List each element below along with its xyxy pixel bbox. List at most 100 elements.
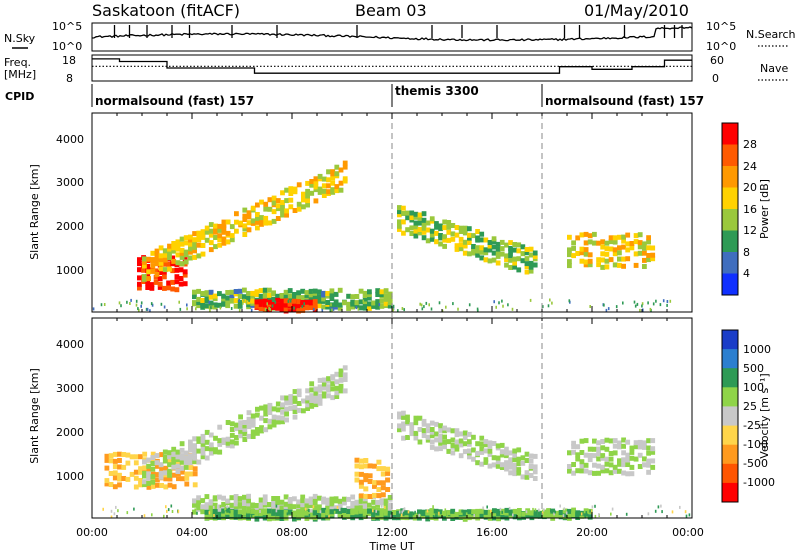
power-echo-cell [383, 293, 389, 299]
velocity-echo-cell [154, 453, 160, 459]
power-echo-cell [587, 239, 593, 245]
velocity-echo-cell [233, 501, 239, 507]
velocity-echo-cell [446, 439, 452, 445]
velocity-echo-cell [516, 467, 522, 473]
velocity-echo-cell [309, 398, 315, 403]
velocity-echo-cell [479, 446, 485, 452]
power-speckle [502, 304, 504, 308]
velocity-echo-cell [133, 484, 139, 490]
velocity-echo-cell [525, 508, 531, 514]
power-echo-cell [405, 210, 410, 216]
power-echo-cell [158, 245, 164, 251]
power-echo-cell [192, 294, 197, 300]
velocity-echo-cell [375, 507, 381, 513]
velocity-echo-cell [342, 499, 347, 505]
power-echo-cell [362, 302, 368, 308]
velocity-echo-cell [263, 427, 269, 433]
power-colorbar-ticks: 28 24 20 16 12 8 4 [743, 138, 757, 280]
velocity-echo-cell [400, 514, 406, 520]
velocity-echo-cell [450, 512, 456, 518]
velocity-speckle [584, 515, 587, 519]
velocity-echo-cell [321, 499, 326, 505]
power-echo-cell [179, 261, 185, 267]
power-echo-cell [204, 294, 210, 300]
velocity-echo-cell [550, 508, 556, 514]
velocity-echo-cell [188, 460, 193, 466]
power-echo-cell [229, 233, 235, 239]
velocity-echo-cell [446, 427, 452, 433]
velocity-echo-cell [363, 477, 369, 483]
power-speckle [210, 306, 212, 310]
power-echo-cell [499, 239, 505, 245]
velocity-echo-cell [346, 496, 351, 502]
velocity-echo-cell [204, 502, 210, 508]
velocity-echo-cell [129, 471, 135, 477]
power-echo-cell [242, 226, 248, 232]
power-echo-cell [528, 252, 534, 258]
power-echo-cell [262, 292, 268, 298]
velocity-echo-cell [571, 440, 576, 446]
velocity-echo-cell [421, 421, 427, 427]
velocity-echo-cell [246, 493, 251, 499]
velocity-echo-cell [467, 454, 472, 460]
power-echo-cell [254, 289, 260, 295]
power-echo-cell [242, 217, 248, 222]
power-speckle [649, 307, 652, 311]
velocity-speckle [212, 505, 215, 509]
velocity-echo-cell [242, 423, 248, 429]
velocity-echo-cell [358, 479, 364, 485]
power-echo-cell [516, 256, 522, 262]
velocity-echo-cell [208, 507, 214, 513]
velocity-echo-cell [330, 395, 336, 401]
power-echo-cell [375, 292, 381, 297]
velocity-echo-cell [217, 494, 222, 500]
velocity-speckle [171, 510, 174, 513]
power-echo-cell [442, 219, 447, 225]
velocity-echo-cell [608, 456, 614, 462]
power-echo-layer [92, 160, 672, 314]
power-echo-cell [221, 219, 227, 225]
power-echo-cell [213, 244, 218, 250]
velocity-echo-cell [409, 426, 415, 432]
power-echo-cell [354, 294, 360, 299]
velocity-speckle [117, 509, 119, 513]
power-echo-cell [454, 225, 460, 230]
velocity-echo-cell [221, 495, 226, 501]
velocity-echo-cell [304, 498, 310, 504]
velocity-speckle [654, 509, 657, 513]
velocity-echo-cell [442, 428, 447, 434]
power-speckle [219, 306, 222, 310]
velocity-echo-cell [125, 460, 131, 466]
power-echo-cell [413, 214, 419, 220]
velocity-speckle [550, 509, 552, 513]
power-echo-cell [154, 261, 160, 267]
velocity-echo-cell [308, 496, 314, 502]
velocity-echo-cell [196, 495, 201, 501]
velocity-echo-cell [263, 418, 269, 424]
power-echo-cell [650, 256, 656, 262]
power-echo-cell [579, 258, 585, 264]
velocity-echo-cell [487, 512, 493, 518]
power-echo-cell [317, 186, 323, 192]
power-echo-cell [329, 288, 335, 294]
velocity-echo-cell [259, 405, 264, 411]
velocity-echo-cell [583, 452, 589, 458]
velocity-echo-cell [338, 368, 344, 374]
power-speckle [293, 306, 295, 310]
velocity-echo-cell [150, 479, 156, 485]
velocity-echo-cell [179, 441, 185, 447]
power-echo-cell [233, 298, 239, 304]
velocity-echo-cell [142, 451, 148, 457]
velocity-echo-cell [292, 398, 298, 404]
velocity-speckle [308, 509, 310, 512]
power-speckle [329, 308, 332, 312]
velocity-echo-cell [259, 428, 264, 434]
power-echo-cell [233, 303, 239, 309]
velocity-echo-cell [300, 502, 306, 508]
velocity-echo-cell [401, 414, 406, 420]
velocity-echo-cell [429, 511, 435, 516]
velocity-speckle [336, 506, 339, 509]
power-echo-cell [475, 229, 480, 234]
power-echo-cell [387, 295, 393, 301]
velocity-echo-cell [421, 513, 426, 519]
